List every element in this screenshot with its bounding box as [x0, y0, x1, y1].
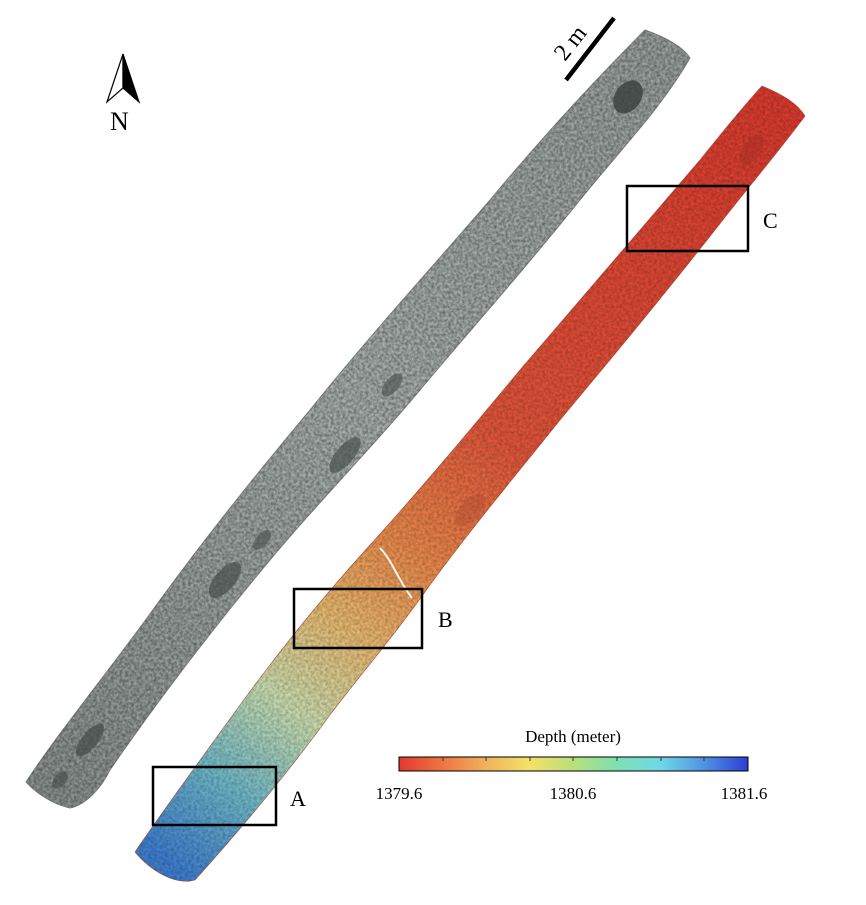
region-box-a: A	[151, 765, 306, 827]
colorbar-title: Depth (meter)	[525, 727, 621, 746]
colorbar-ticks	[442, 757, 705, 761]
north-arrow: N	[105, 53, 141, 136]
grayscale-mosaic-strip	[25, 29, 691, 809]
north-label: N	[110, 107, 129, 136]
region-box-b: B	[292, 587, 453, 650]
colorbar-mid-label: 1380.6	[550, 784, 597, 803]
north-arrow-icon	[105, 53, 124, 104]
scale-bar-label: 2 m	[549, 21, 592, 66]
depth-colored-mosaic-strip	[134, 85, 806, 882]
colorbar-min-label: 1379.6	[376, 784, 423, 803]
box-label-b: B	[438, 607, 453, 632]
region-box-c: C	[625, 184, 778, 253]
scale-bar: 2 m	[549, 16, 616, 82]
depth-colorbar: Depth (meter) 1379.6 1380.6 1381.6	[376, 727, 768, 803]
box-label-a: A	[290, 786, 306, 811]
box-label-c: C	[763, 208, 778, 233]
colorbar-max-label: 1381.6	[721, 784, 768, 803]
